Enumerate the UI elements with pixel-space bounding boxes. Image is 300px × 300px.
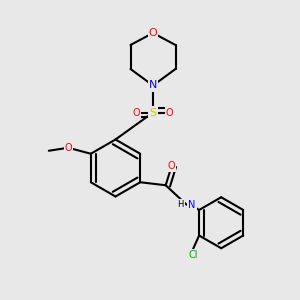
Text: O: O xyxy=(64,143,72,153)
Text: O: O xyxy=(166,107,173,118)
Text: Cl: Cl xyxy=(188,250,198,260)
Text: N: N xyxy=(149,80,157,91)
Text: N: N xyxy=(188,200,196,210)
Text: O: O xyxy=(133,107,140,118)
Text: H: H xyxy=(177,200,184,209)
Text: S: S xyxy=(149,107,157,118)
Text: O: O xyxy=(168,161,176,171)
Text: O: O xyxy=(148,28,158,38)
